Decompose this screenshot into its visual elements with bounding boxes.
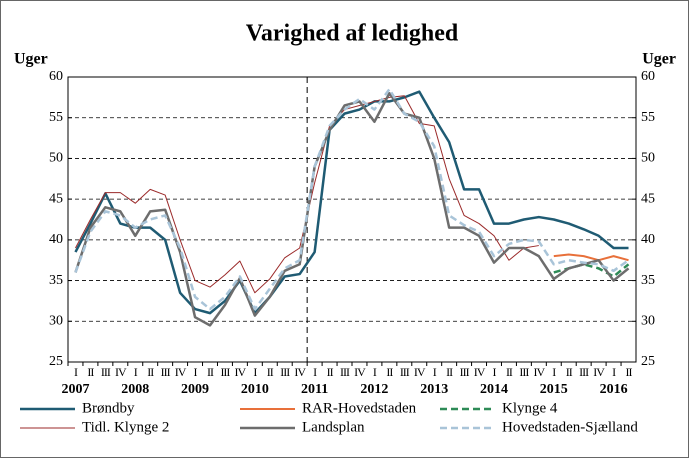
year-label: 2008 — [121, 382, 149, 397]
x-tick-label: III — [519, 365, 529, 379]
y-tick-label: 45 — [49, 191, 63, 206]
y2-axis-label: Uger — [642, 51, 676, 68]
x-tick-label: IV — [235, 365, 247, 379]
y2-tick-label: 55 — [641, 110, 655, 125]
line — [74, 92, 630, 327]
legend-label: Brøndby — [82, 400, 135, 416]
x-tick-label: IV — [474, 365, 486, 379]
x-tick-label: III — [220, 365, 230, 379]
y-tick-label: 40 — [49, 232, 63, 247]
y2-tick-label: 60 — [641, 69, 655, 84]
x-tick-label: II — [87, 365, 94, 379]
x-tick-label: II — [267, 365, 274, 379]
y2-tick-label: 35 — [641, 273, 655, 288]
x-tick-label: I — [612, 365, 616, 379]
year-label: 2016 — [600, 382, 628, 397]
x-tick-label: I — [194, 365, 198, 379]
x-tick-label: I — [134, 365, 138, 379]
y-axis-label: Uger — [14, 51, 48, 68]
x-tick-label: IV — [414, 365, 426, 379]
x-tick-label: II — [147, 365, 154, 379]
x-tick-label: I — [74, 365, 78, 379]
y-tick-label: 60 — [49, 69, 63, 84]
y2-tick-label: 50 — [641, 151, 655, 166]
y2-tick-label: 45 — [641, 191, 655, 206]
x-tick-label: I — [313, 365, 317, 379]
x-tick-label: I — [253, 365, 257, 379]
year-label: 2014 — [480, 382, 508, 397]
y-tick-label: 55 — [49, 110, 63, 125]
chart-title: Varighed af ledighed — [246, 21, 459, 47]
x-tick-label: II — [626, 365, 633, 379]
legend-label: Hovedstaden-Sjælland — [502, 419, 638, 435]
x-tick-label: I — [373, 365, 377, 379]
x-tick-label: I — [552, 365, 556, 379]
year-label: 2013 — [420, 382, 448, 397]
year-label: 2011 — [301, 382, 328, 397]
x-tick-label: III — [460, 365, 470, 379]
year-label: 2007 — [61, 382, 89, 397]
x-tick-label: IV — [294, 365, 306, 379]
year-label: 2009 — [181, 382, 209, 397]
line — [553, 253, 629, 262]
x-tick-label: IV — [175, 365, 187, 379]
x-tick-label: III — [280, 365, 290, 379]
x-tick-label: III — [101, 365, 111, 379]
legend-label: RAR-Hovedstaden — [302, 400, 417, 416]
year-label: 2015 — [540, 382, 568, 397]
x-tick-label: III — [161, 365, 171, 379]
x-tick-label: III — [340, 365, 350, 379]
year-label: 2010 — [241, 382, 269, 397]
x-tick-label: II — [506, 365, 513, 379]
x-tick-label: III — [400, 365, 410, 379]
y-tick-label: 25 — [49, 354, 63, 369]
legend-label: Tidl. Klynge 2 — [82, 419, 169, 435]
x-tick-label: II — [446, 365, 453, 379]
y-tick-label: 50 — [49, 151, 63, 166]
x-tick-label: III — [579, 365, 589, 379]
x-tick-label: I — [493, 365, 497, 379]
year-label: 2012 — [360, 382, 388, 397]
x-tick-label: IV — [115, 365, 127, 379]
x-tick-label: II — [327, 365, 334, 379]
x-tick-label: IV — [534, 365, 546, 379]
legend-label: Landsplan — [302, 419, 365, 435]
x-tick-label: I — [433, 365, 437, 379]
x-tick-label: IV — [593, 365, 605, 379]
y2-tick-label: 40 — [641, 232, 655, 247]
y-tick-label: 35 — [49, 273, 63, 288]
y2-tick-label: 30 — [641, 314, 655, 329]
x-tick-label: II — [386, 365, 393, 379]
y2-tick-label: 25 — [641, 354, 655, 369]
line — [74, 90, 629, 315]
x-tick-label: II — [207, 365, 214, 379]
x-tick-label: II — [566, 365, 573, 379]
y-tick-label: 30 — [49, 314, 63, 329]
legend-label: Klynge 4 — [502, 400, 558, 416]
x-tick-label: IV — [354, 365, 366, 379]
